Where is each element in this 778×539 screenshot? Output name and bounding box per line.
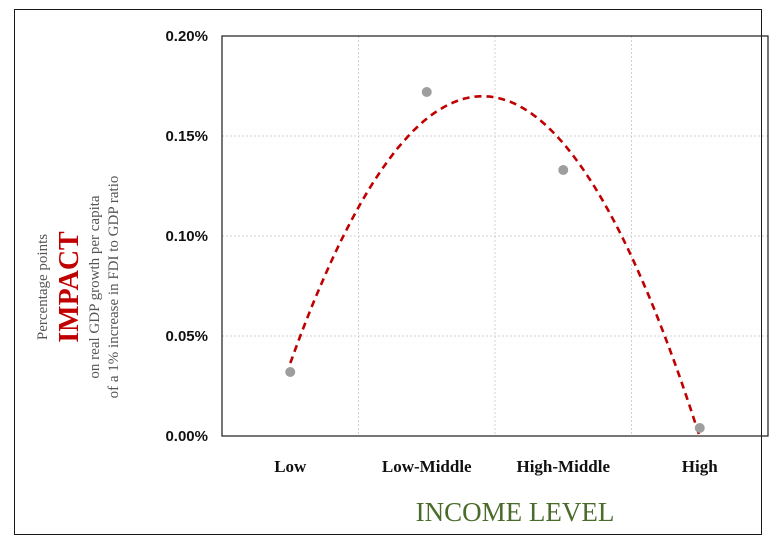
y-axis-label-impact: IMPACT xyxy=(54,231,85,343)
plot-area xyxy=(221,35,769,437)
y-axis-label-line1: Percentage points xyxy=(35,234,51,340)
x-ticks: Low Low-Middle High-Middle High xyxy=(274,457,718,476)
y-tick-label: 0.15% xyxy=(165,128,208,145)
data-point xyxy=(558,165,569,175)
grid xyxy=(222,35,768,437)
x-tick-label: Low xyxy=(274,457,307,476)
x-tick-label: High-Middle xyxy=(516,457,610,476)
x-tick-label: Low-Middle xyxy=(382,457,472,476)
y-axis-label-line3: on real GDP growth per capita xyxy=(87,195,103,378)
data-points xyxy=(285,87,705,433)
x-tick-label: High xyxy=(682,457,718,476)
data-point xyxy=(285,367,296,377)
y-axis-label: Percentage points IMPACT on real GDP gro… xyxy=(35,176,122,399)
y-tick-label: 0.05% xyxy=(165,328,208,345)
data-point xyxy=(421,87,432,97)
y-axis-label-line4: of a 1% increase in FDI to GDP ratio xyxy=(106,176,122,399)
x-axis-label: INCOME LEVEL xyxy=(416,497,615,527)
trendline xyxy=(289,95,702,438)
y-tick-label: 0.00% xyxy=(165,428,208,445)
data-point xyxy=(694,423,705,433)
y-ticks: 0.00% 0.05% 0.10% 0.15% 0.20% xyxy=(165,28,208,445)
y-tick-label: 0.10% xyxy=(165,228,208,245)
y-tick-label: 0.20% xyxy=(165,28,208,45)
